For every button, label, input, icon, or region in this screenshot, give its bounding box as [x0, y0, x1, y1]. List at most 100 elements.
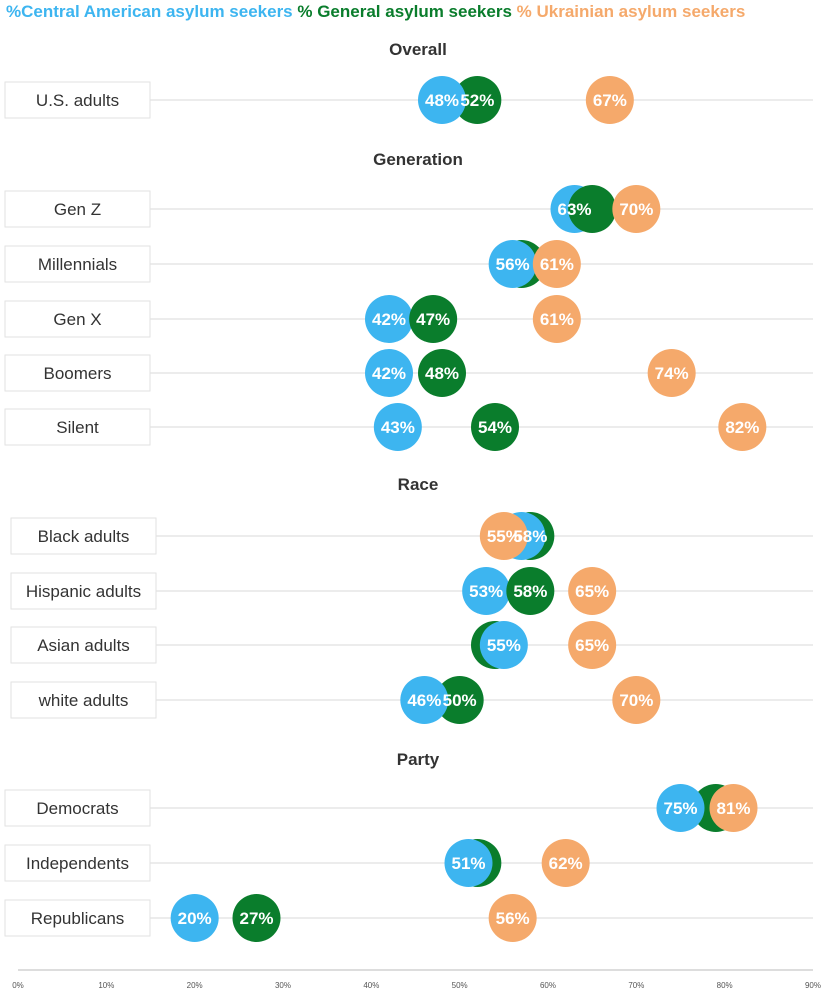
dot-label-central: 56% [496, 255, 530, 274]
x-tick-label: 60% [540, 981, 556, 990]
dot-general [453, 76, 502, 124]
dot-general [409, 295, 458, 343]
dot-label-central: 20% [178, 909, 212, 928]
dot-label-general: 54% [478, 418, 512, 437]
dot-label-central: 42% [372, 310, 406, 329]
row-label-box [4, 245, 151, 283]
dot-label-central: 53% [469, 582, 503, 601]
x-tick-label: 0% [12, 981, 24, 990]
row-label: Hispanic adults [26, 582, 141, 601]
dot-ukrainian [709, 784, 758, 832]
dot-label-central: 43% [381, 418, 415, 437]
dot-central [365, 349, 413, 397]
dot-ukrainian [479, 512, 528, 560]
row-label: U.S. adults [36, 91, 119, 110]
dot-label-general: 47% [416, 310, 450, 329]
row-label-box [10, 517, 157, 555]
row-label-box [10, 572, 157, 610]
dot-label-central: 55% [487, 636, 521, 655]
group-title: Party [397, 750, 440, 769]
dot-label-central: 46% [407, 691, 441, 710]
legend-general: % General asylum seekers [297, 2, 512, 21]
group-title: Overall [389, 40, 447, 59]
dot-ukrainian [612, 185, 661, 233]
dot-ukrainian [488, 894, 537, 942]
group-title: Race [398, 475, 439, 494]
dot-label-general: 52% [460, 91, 494, 110]
dot-label-central: 48% [425, 91, 459, 110]
dot-label-ukrainian: 65% [575, 582, 609, 601]
row-label: Independents [26, 854, 129, 873]
dot-central [373, 403, 422, 451]
x-tick-label: 70% [628, 981, 644, 990]
dot-label-ukrainian: 67% [593, 91, 627, 110]
dot-ukrainian [585, 76, 634, 124]
dot-label-ukrainian: 55% [487, 527, 521, 546]
dot-general [568, 185, 617, 233]
x-tick-label: 30% [275, 981, 291, 990]
row-label-box [4, 300, 151, 338]
dot-ukrainian [541, 839, 590, 887]
dot-label-central: 51% [451, 854, 485, 873]
dot-general [232, 894, 281, 942]
chart-legend: %Central American asylum seekers % Gener… [6, 2, 745, 22]
row-label-box [10, 681, 157, 719]
dot-general [435, 676, 484, 724]
legend-central: %Central American asylum seekers [6, 2, 293, 21]
legend-ukrainian: % Ukrainian asylum seekers [516, 2, 746, 21]
dot-label-general: 48% [425, 364, 459, 383]
dot-label-ukrainian: 82% [725, 418, 759, 437]
dot-ukrainian [568, 621, 617, 669]
row-label: Boomers [43, 364, 111, 383]
group-title: Generation [373, 150, 463, 169]
dot-label-central: 75% [663, 799, 697, 818]
dot-label-general: 58% [513, 582, 547, 601]
dot-ukrainian [568, 567, 617, 615]
dot-label-ukrainian: 65% [575, 636, 609, 655]
dot-label-ukrainian: 56% [496, 909, 530, 928]
dot-central [479, 621, 528, 669]
dot-label-ukrainian: 61% [540, 255, 574, 274]
dot-central [418, 76, 466, 124]
x-tick-label: 20% [187, 981, 203, 990]
row-label: Asian adults [37, 636, 130, 655]
row-label: Millennials [38, 255, 117, 274]
row-label-box [10, 626, 157, 664]
dot-central [365, 295, 413, 343]
dot-central [400, 676, 449, 724]
dot-label-central: 63% [557, 200, 591, 219]
row-label: Silent [56, 418, 99, 437]
dot-label-central: 42% [372, 364, 406, 383]
dot-general [418, 349, 466, 397]
row-label-box [4, 844, 151, 882]
dot-label-ukrainian: 62% [549, 854, 583, 873]
row-label-box [4, 190, 151, 228]
dot-central [444, 839, 493, 887]
row-label: Black adults [38, 527, 130, 546]
x-tick-label: 50% [452, 981, 468, 990]
row-label-box [4, 81, 151, 119]
dot-central [462, 567, 511, 615]
dot-label-ukrainian: 74% [655, 364, 689, 383]
row-label: Gen X [53, 310, 101, 329]
dot-general [506, 567, 555, 615]
dot-label-general: 27% [239, 909, 273, 928]
dot-general [471, 403, 519, 451]
row-label: Gen Z [54, 200, 101, 219]
dot-ukrainian [718, 403, 767, 451]
dot-central [656, 784, 705, 832]
dot-central [488, 240, 537, 288]
x-tick-label: 40% [363, 981, 379, 990]
row-label-box [4, 408, 151, 446]
dot-label-general: 58% [513, 527, 547, 546]
dot-ukrainian [612, 676, 661, 724]
x-tick-label: 80% [717, 981, 733, 990]
dot-label-ukrainian: 70% [619, 691, 653, 710]
dot-ukrainian [647, 349, 696, 397]
row-label: white adults [38, 691, 129, 710]
row-label: Republicans [31, 909, 125, 928]
dot-label-general: 50% [443, 691, 477, 710]
x-tick-label: 90% [805, 981, 821, 990]
dot-label-ukrainian: 81% [716, 799, 750, 818]
